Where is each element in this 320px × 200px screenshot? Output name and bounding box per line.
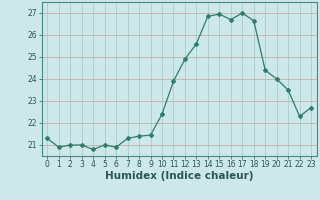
X-axis label: Humidex (Indice chaleur): Humidex (Indice chaleur) — [105, 171, 253, 181]
